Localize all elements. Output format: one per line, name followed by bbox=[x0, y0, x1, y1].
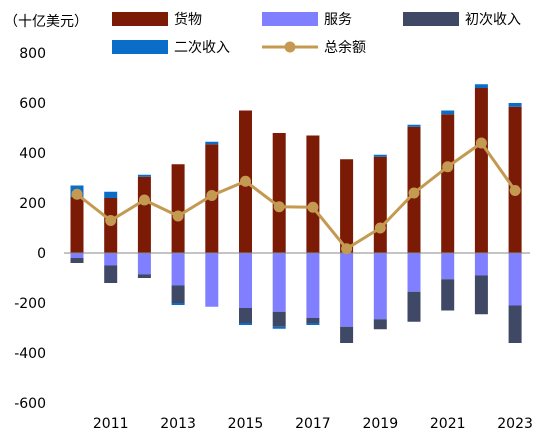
x-tick-label: 2013 bbox=[160, 416, 196, 432]
legend-label: 二次收入 bbox=[174, 40, 230, 56]
bar-2011-初次收入 bbox=[104, 265, 118, 283]
total-balance-point-2011 bbox=[105, 215, 117, 226]
bar-2016-货物 bbox=[272, 133, 286, 253]
bar-2021-服务 bbox=[441, 253, 455, 280]
bar-2019-货物 bbox=[373, 156, 387, 253]
bar-2017-初次收入 bbox=[306, 318, 320, 323]
bar-2012-二次收入 bbox=[137, 174, 151, 177]
bar-2016-服务 bbox=[272, 253, 286, 312]
bar-2019-二次收入 bbox=[373, 154, 387, 157]
x-tick-label: 2019 bbox=[362, 416, 398, 432]
bar-2014-二次收入 bbox=[205, 141, 219, 145]
legend-label: 总余额 bbox=[324, 39, 366, 56]
bars bbox=[70, 84, 522, 343]
bar-2019-服务 bbox=[373, 253, 387, 320]
y-tick-label: -600 bbox=[14, 396, 46, 412]
bar-2012-初次收入 bbox=[137, 274, 151, 278]
bar-2022-二次收入 bbox=[474, 84, 488, 88]
y-tick-label: -400 bbox=[14, 346, 46, 362]
bar-2011-二次收入 bbox=[104, 191, 118, 198]
total-balance-point-2015 bbox=[240, 175, 251, 187]
total-balance-point-2019 bbox=[374, 222, 386, 234]
bar-2023-初次收入 bbox=[508, 305, 522, 343]
legend-swatch bbox=[112, 12, 168, 26]
total-balance-point-2013 bbox=[172, 210, 184, 222]
total-balance-point-2017 bbox=[307, 201, 319, 213]
bar-2020-二次收入 bbox=[407, 124, 421, 127]
total-balance-point-2016 bbox=[273, 201, 285, 213]
total-balance-point-2014 bbox=[206, 190, 218, 201]
y-tick-label: 0 bbox=[37, 246, 46, 262]
bar-2015-服务 bbox=[239, 253, 252, 308]
bar-2021-二次收入 bbox=[441, 110, 455, 115]
bar-2022-服务 bbox=[474, 253, 488, 276]
bar-2019-初次收入 bbox=[373, 319, 387, 330]
x-tick-label: 2023 bbox=[497, 416, 533, 432]
total-balance-point-2021 bbox=[442, 161, 454, 173]
total-balance-line bbox=[71, 137, 521, 255]
legend-swatch bbox=[112, 40, 168, 54]
bar-2022-初次收入 bbox=[474, 275, 488, 315]
legend-swatch bbox=[403, 12, 459, 26]
bar-2013-货物 bbox=[171, 164, 185, 253]
legend-marker bbox=[284, 41, 296, 53]
bar-2016-初次收入 bbox=[272, 311, 286, 327]
x-axis-ticks: 2011 2013 2015 2017 2019 2021 2023 bbox=[93, 416, 533, 432]
y-axis-ticks: 800 600 400 200 0 -200 -400 -600 bbox=[14, 46, 46, 412]
x-tick-label: 2017 bbox=[295, 416, 331, 432]
x-tick-label: 2015 bbox=[228, 416, 264, 432]
total-balance-point-2022 bbox=[475, 137, 487, 149]
total-balance-point-2018 bbox=[341, 243, 353, 255]
bar-2015-初次收入 bbox=[239, 308, 252, 323]
y-tick-label: 600 bbox=[19, 96, 46, 112]
bar-2010-货物 bbox=[70, 196, 84, 253]
bar-2014-服务 bbox=[205, 253, 219, 307]
bar-2017-服务 bbox=[306, 253, 320, 318]
y-tick-label: 400 bbox=[19, 146, 46, 162]
total-balance-point-2023 bbox=[509, 185, 521, 196]
bar-2012-货物 bbox=[137, 176, 151, 253]
bar-2010-服务 bbox=[70, 253, 84, 258]
bar-2011-服务 bbox=[104, 253, 118, 266]
total-balance-point-2012 bbox=[138, 194, 150, 206]
bar-2012-服务 bbox=[137, 253, 151, 275]
bar-2023-二次收入 bbox=[508, 103, 522, 107]
bar-2017-二次收入 bbox=[306, 323, 320, 325]
bar-2022-货物 bbox=[474, 88, 488, 253]
legend-label: 货物 bbox=[174, 11, 202, 28]
bar-2018-初次收入 bbox=[340, 326, 354, 343]
legend-label: 服务 bbox=[324, 12, 352, 28]
bar-2013-初次收入 bbox=[171, 285, 185, 303]
bar-2021-初次收入 bbox=[441, 279, 455, 311]
bar-2017-货物 bbox=[306, 135, 320, 253]
bar-2013-二次收入 bbox=[171, 303, 185, 305]
bar-2020-初次收入 bbox=[407, 291, 421, 322]
bar-2018-服务 bbox=[340, 253, 354, 327]
bar-2015-二次收入 bbox=[239, 323, 252, 325]
legend-swatch bbox=[262, 12, 318, 26]
y-tick-label: 200 bbox=[19, 196, 46, 212]
x-tick-label: 2011 bbox=[93, 416, 129, 432]
unit-label: （十亿美元） bbox=[4, 14, 88, 30]
bar-2010-初次收入 bbox=[70, 258, 84, 263]
total-balance-point-2020 bbox=[408, 187, 420, 199]
bar-2023-货物 bbox=[508, 106, 522, 253]
total-balance-point-2010 bbox=[71, 188, 83, 200]
bar-2023-服务 bbox=[508, 253, 522, 306]
y-tick-label: -200 bbox=[14, 296, 46, 312]
bar-2013-服务 bbox=[171, 253, 185, 286]
bar-2021-货物 bbox=[441, 114, 455, 253]
total-balance-polyline bbox=[76, 140, 517, 251]
x-tick-label: 2021 bbox=[430, 416, 466, 432]
bar-2016-二次收入 bbox=[272, 326, 286, 329]
y-tick-label: 800 bbox=[19, 46, 46, 62]
bar-2020-服务 bbox=[407, 253, 421, 292]
legend-label: 初次收入 bbox=[465, 11, 521, 28]
bar-2018-货物 bbox=[340, 159, 354, 253]
